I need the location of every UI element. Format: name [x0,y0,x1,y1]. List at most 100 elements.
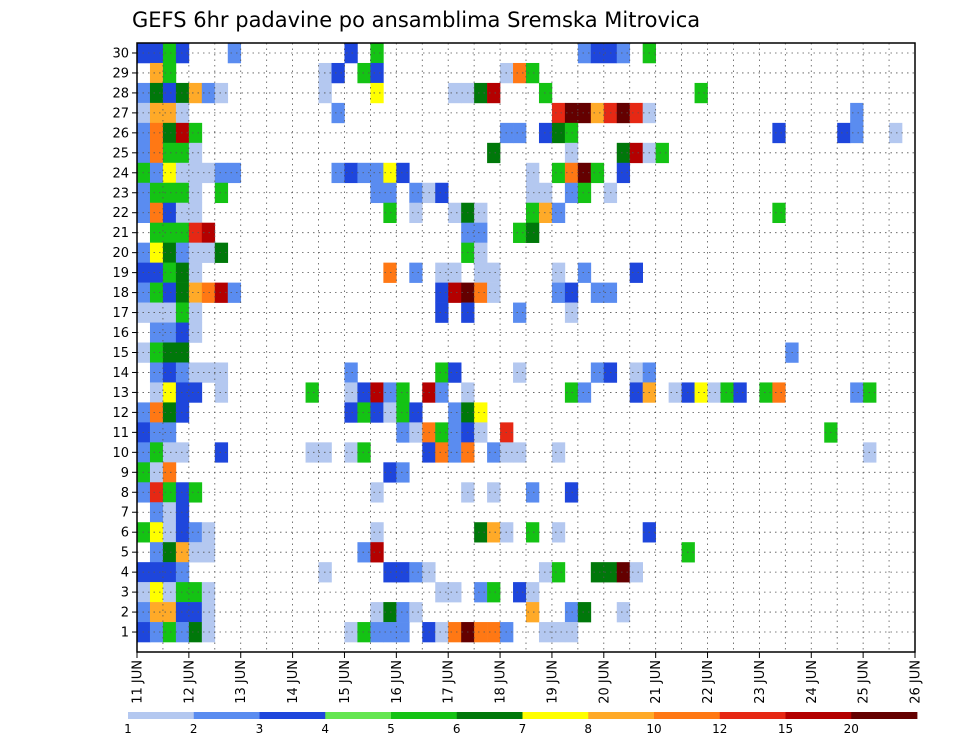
cell-m4-t37 [616,562,631,583]
cell-m14-t6 [214,362,229,383]
cell-m7-t1 [149,502,164,523]
cell-m17-t2 [162,302,177,323]
cell-m26-t32 [551,122,566,144]
cell-m14-t29 [513,362,527,383]
cell-m14-t23 [435,362,449,383]
cell-m26-t29 [513,122,527,144]
cell-m13-t2 [162,382,177,403]
cell-m13-t34 [577,382,592,403]
cell-m8-t4 [188,482,203,503]
cells-layer [137,43,903,643]
cell-m12-t3 [175,402,190,423]
cell-m21-t2 [162,222,177,243]
cell-m23-t23 [435,182,449,204]
cell-m3-t23 [435,582,449,603]
cell-m5-t3 [175,542,190,563]
cell-m8-t3 [175,482,190,503]
cell-m15-t3 [175,342,190,363]
x-tick-label-1: 12 JUN [182,660,197,704]
cell-m14-t24 [448,362,462,383]
cell-m7-t2 [162,502,177,523]
y-tick-label-4: 4 [121,566,129,581]
cell-m10-t17 [357,442,371,463]
cell-m18-t1 [149,282,164,303]
cell-m8-t2 [162,482,177,503]
cell-m14-t1 [149,362,164,383]
x-tick-label-3: 14 JUN [286,660,301,704]
cell-m21-t29 [513,222,527,243]
cell-m12-t18 [370,402,384,423]
cell-m2-t18 [370,602,384,623]
cell-m28-t27 [487,82,501,104]
cell-m17-t29 [513,302,527,323]
colorbar-swatch-7 [588,712,655,719]
cell-m9-t20 [396,462,410,483]
cell-m8-t1 [149,482,164,503]
cell-m12-t17 [357,402,371,423]
cell-m24-t7 [227,162,242,184]
cell-m25-t40 [655,142,669,164]
cell-m4-t20 [396,562,410,583]
cell-m22-t3 [175,202,190,224]
cell-m24-t17 [357,162,371,184]
cell-m3-t5 [201,582,216,603]
cell-m18-t5 [201,282,216,303]
cell-m12-t26 [474,402,488,423]
cell-m19-t27 [487,262,501,283]
cell-m10-t29 [513,442,527,463]
colorbar-swatch-11 [851,712,918,719]
x-tick-label-9: 20 JUN [597,660,612,704]
cell-m19-t21 [409,262,423,283]
cell-m2-t30 [526,602,540,623]
cell-m24-t6 [214,162,229,184]
cell-m29-t29 [513,62,527,84]
y-tick-label-7: 7 [121,506,129,521]
cell-m24-t30 [526,162,540,184]
cell-m10-t1 [149,442,164,463]
cell-m12-t1 [149,402,164,423]
cell-m26-t3 [175,122,190,144]
cell-m13-t44 [707,382,721,403]
cell-m13-t38 [629,382,643,403]
cell-m1-t5 [201,622,216,643]
cell-m7-t3 [175,502,190,523]
cell-m13-t16 [344,382,358,403]
y-tick-label-26: 26 [112,126,129,141]
cell-m26-t55 [850,122,864,144]
cell-m28-t24 [448,82,462,104]
cell-m12-t16 [344,402,358,423]
cell-m4-t38 [629,562,643,583]
x-tick-label-5: 16 JUN [390,660,405,704]
colorbar-label-7: 7 [519,722,527,736]
cell-m3-t27 [487,582,501,603]
cell-m29-t15 [331,62,345,84]
cell-m13-t48 [759,382,773,403]
cell-m1-t4 [188,622,203,643]
cell-m17-t3 [175,302,190,323]
cell-m1-t32 [551,622,566,643]
cell-m25-t38 [629,142,643,164]
y-tick-label-10: 10 [112,446,129,461]
cell-m26-t2 [162,122,177,144]
cell-m24-t34 [577,162,592,184]
cell-m3-t29 [513,582,527,603]
colorbar-swatch-2 [259,712,326,719]
cell-m16-t2 [162,322,177,343]
cell-m6-t3 [175,522,190,543]
cell-m1-t26 [474,622,488,643]
cell-m29-t17 [357,62,371,84]
cell-m20-t3 [175,242,190,263]
cell-m22-t2 [162,202,177,224]
cell-m16-t3 [175,322,190,343]
colorbar-swatch-4 [391,712,458,719]
cell-m16-t4 [188,322,203,343]
x-axis: 11 JUN 12 JUN 13 JUN 14 JUN 15 JUN 16 JUN 17 J… [131,652,924,704]
y-tick-label-2: 2 [121,606,129,621]
cell-m6-t2 [162,522,177,543]
cell-m24-t18 [370,162,384,184]
x-tick-label-15: 26 JUN [909,660,924,704]
cell-m24-t20 [396,162,410,184]
cell-m2-t37 [616,602,631,623]
colorbar-label-10: 10 [646,722,661,736]
cell-m14-t38 [629,362,643,383]
